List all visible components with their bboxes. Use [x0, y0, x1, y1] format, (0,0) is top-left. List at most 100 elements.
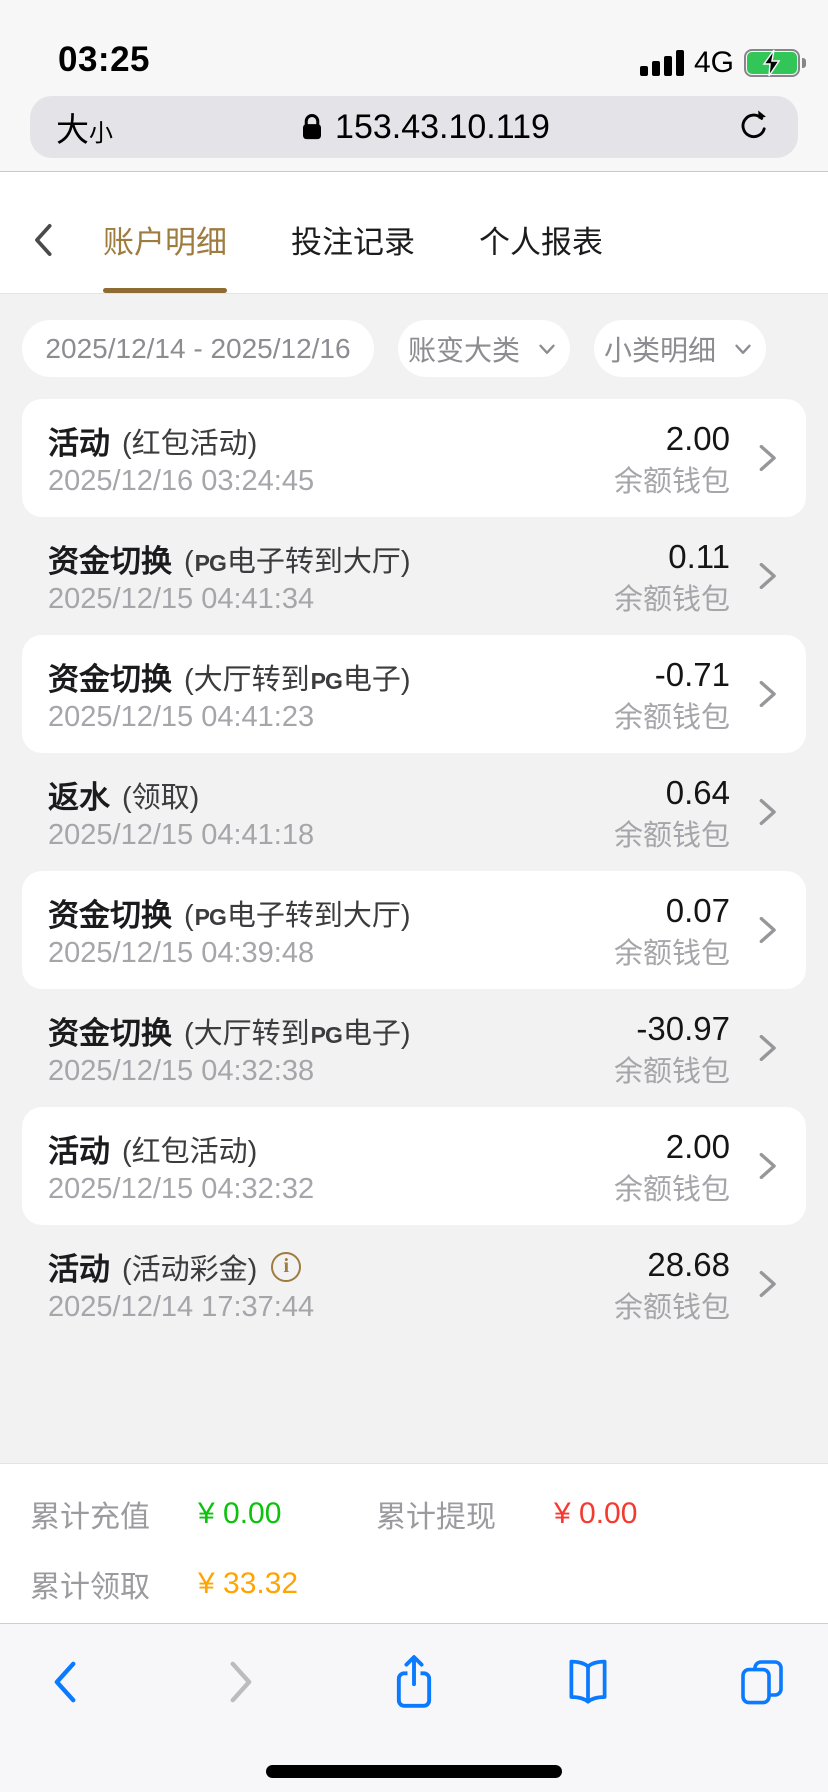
transaction-amount: 2.00: [665, 1128, 730, 1165]
transaction-datetime: 2025/12/16 03:24:45: [48, 465, 315, 497]
transaction-type: 活动: [48, 426, 110, 461]
transaction-wallet: 余额钱包: [613, 584, 730, 616]
transaction-amount: 28.68: [647, 1246, 730, 1283]
transaction-row[interactable]: 资金切换 (PG电子转到大厅) 2025/12/15 04:39:48 0.07…: [22, 871, 806, 989]
totals-summary: 累计充值 ¥ 0.00 累计提现 ¥ 0.00 累计领取 ¥ 33.32: [0, 1463, 828, 1623]
transaction-wallet: 余额钱包: [613, 938, 730, 970]
safari-toolbar: [0, 1623, 828, 1792]
transaction-amount: 2.00: [665, 420, 730, 457]
transaction-detail: (大厅转到PG电子): [184, 663, 411, 696]
transaction-list: 活动 (红包活动) 2025/12/16 03:24:45 2.00 余额钱包 …: [0, 399, 828, 1343]
chevron-right-icon: [759, 1152, 776, 1180]
browser-back-button[interactable]: [34, 1650, 98, 1714]
transaction-type: 资金切换: [48, 662, 172, 697]
safari-top-chrome: 03:25 4G 大小 1: [0, 0, 828, 172]
transaction-type: 资金切换: [48, 544, 172, 579]
book-icon: [569, 1659, 607, 1704]
transaction-detail: (大厅转到PG电子): [184, 1017, 411, 1050]
transaction-row[interactable]: 活动 (红包活动) 2025/12/15 04:32:32 2.00 余额钱包: [22, 1107, 806, 1225]
transaction-amount: 0.11: [668, 538, 730, 575]
transaction-wallet: 余额钱包: [613, 1174, 730, 1206]
status-bar: 03:25 4G: [0, 0, 828, 88]
transaction-datetime: 2025/12/15 04:41:34: [48, 583, 315, 615]
transaction-datetime: 2025/12/15 04:41:23: [48, 701, 315, 733]
total-deposit-label: 累计充值: [30, 1501, 150, 1534]
transaction-detail: (红包活动): [122, 1135, 258, 1168]
transaction-datetime: 2025/12/15 04:32:32: [48, 1173, 315, 1205]
transaction-type: 资金切换: [48, 1016, 172, 1051]
transaction-amount: -30.97: [636, 1010, 730, 1047]
total-claim-label: 累计领取: [30, 1571, 150, 1604]
transaction-row[interactable]: 活动 (红包活动) 2025/12/16 03:24:45 2.00 余额钱包: [22, 399, 806, 517]
transaction-row[interactable]: 返水 (领取) 2025/12/15 04:41:18 0.64 余额钱包: [22, 753, 806, 871]
chevron-right-icon: [759, 1034, 776, 1062]
total-withdraw-label: 累计提现: [376, 1501, 496, 1534]
transaction-amount: 0.64: [665, 774, 730, 811]
empty-space: [0, 1343, 828, 1463]
transaction-detail: (PG电子转到大厅): [184, 545, 411, 578]
transaction-detail: (红包活动): [122, 427, 258, 460]
back-button[interactable]: [27, 220, 61, 260]
filter-row: 2025/12/14 - 2025/12/16 账变大类 小类明细: [0, 294, 828, 399]
total-claim-value: ¥ 33.32: [198, 1567, 299, 1600]
subcategory-dropdown[interactable]: 小类明细: [594, 320, 766, 377]
address-bar[interactable]: 大小 153.43.10.119: [30, 96, 798, 158]
clock: 03:25: [58, 40, 151, 79]
chevron-left-icon: [35, 223, 52, 256]
transaction-wallet: 余额钱包: [613, 466, 730, 498]
chevron-right-icon: [759, 798, 776, 826]
chevron-right-icon: [759, 680, 776, 708]
share-button[interactable]: [382, 1650, 446, 1714]
chevron-right-icon: [759, 916, 776, 944]
tab-personal-report[interactable]: 个人报表: [479, 225, 603, 260]
transaction-type: 活动: [48, 1134, 110, 1169]
transaction-detail: (PG电子转到大厅): [184, 899, 411, 932]
share-icon: [396, 1655, 432, 1708]
text-size-button[interactable]: 大小: [56, 111, 113, 148]
transaction-type: 返水: [48, 780, 110, 815]
address-bar-row: 大小 153.43.10.119: [0, 88, 828, 171]
transaction-detail: (活动彩金): [122, 1253, 258, 1286]
transaction-datetime: 2025/12/15 04:41:18: [48, 819, 315, 851]
reload-icon: [741, 110, 766, 139]
transaction-wallet: 余额钱包: [613, 1056, 730, 1088]
transaction-datetime: 2025/12/14 17:37:44: [48, 1291, 315, 1323]
page-tab-bar: 账户明细 投注记录 个人报表: [0, 172, 828, 294]
battery-charging-icon: [744, 49, 806, 77]
bookmarks-button[interactable]: [556, 1650, 620, 1714]
category-dropdown-label: 账变大类: [407, 334, 520, 366]
transaction-wallet: 余额钱包: [613, 702, 730, 734]
chevron-right-icon: [230, 1661, 252, 1703]
transaction-datetime: 2025/12/15 04:39:48: [48, 937, 315, 969]
tabs-icon: [741, 1660, 783, 1705]
transaction-wallet: 余额钱包: [613, 820, 730, 852]
home-indicator[interactable]: [266, 1765, 562, 1778]
reload-button[interactable]: [736, 109, 772, 145]
transaction-row[interactable]: 资金切换 (大厅转到PG电子) 2025/12/15 04:41:23 -0.7…: [22, 635, 806, 753]
chevron-down-icon: [539, 344, 555, 354]
chevron-right-icon: [759, 444, 776, 472]
tab-account-details[interactable]: 账户明细: [103, 186, 227, 293]
network-type-label: 4G: [693, 46, 734, 79]
transaction-amount: -0.71: [654, 656, 730, 693]
browser-forward-button[interactable]: [208, 1650, 272, 1714]
tabs: 账户明细 投注记录 个人报表: [103, 186, 603, 293]
transaction-type: 活动: [48, 1252, 110, 1287]
transaction-datetime: 2025/12/15 04:32:38: [48, 1055, 315, 1087]
signal-bars-icon: [639, 50, 684, 76]
tab-bet-records[interactable]: 投注记录: [291, 225, 415, 260]
url-field[interactable]: 153.43.10.119: [113, 108, 736, 147]
tabs-button[interactable]: [730, 1650, 794, 1714]
transaction-row[interactable]: 活动 (活动彩金) i 2025/12/14 17:37:44 28.68 余额…: [22, 1225, 806, 1343]
info-icon[interactable]: i: [271, 1251, 302, 1282]
category-dropdown[interactable]: 账变大类: [398, 320, 570, 377]
url-text: 153.43.10.119: [335, 107, 550, 146]
total-deposit-value: ¥ 0.00: [198, 1497, 282, 1530]
chevron-right-icon: [759, 1270, 776, 1298]
transaction-amount: 0.07: [665, 892, 730, 929]
transaction-row[interactable]: 资金切换 (PG电子转到大厅) 2025/12/15 04:41:34 0.11…: [22, 517, 806, 635]
date-range-picker[interactable]: 2025/12/14 - 2025/12/16: [22, 320, 374, 377]
lock-icon: [303, 113, 322, 140]
transaction-row[interactable]: 资金切换 (大厅转到PG电子) 2025/12/15 04:32:38 -30.…: [22, 989, 806, 1107]
